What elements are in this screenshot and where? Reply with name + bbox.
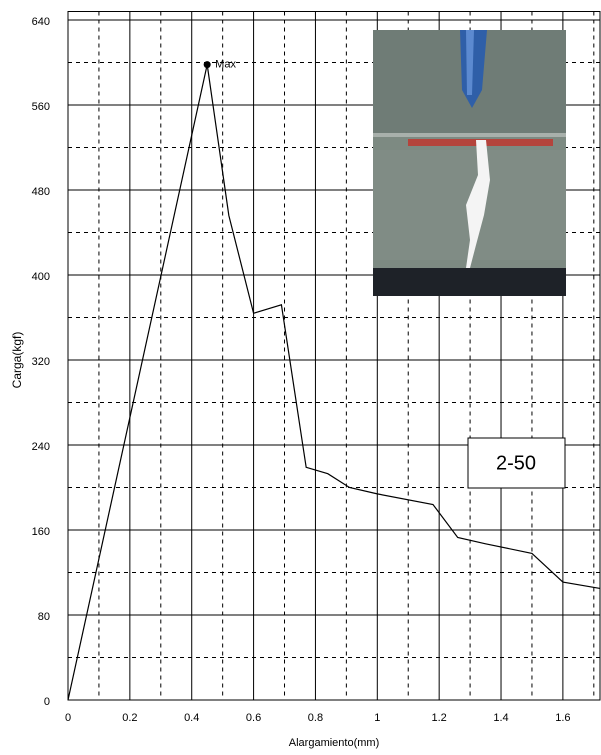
y-tick-label: 320 bbox=[32, 356, 50, 368]
plot-area: 0 80 160 240 320 400 480 560 640 0 0.2 0.4 0.6 0.8 1 1.… bbox=[32, 11, 601, 724]
y-tick-label: 0 bbox=[44, 696, 50, 708]
y-tick-label: 480 bbox=[32, 186, 50, 198]
plot-frame bbox=[67, 11, 601, 701]
y-tick-label: 80 bbox=[38, 611, 50, 623]
max-label: Max bbox=[215, 59, 236, 71]
y-tick-label: 560 bbox=[32, 101, 50, 113]
x-tick-label: 0.4 bbox=[184, 712, 199, 724]
max-point bbox=[203, 61, 211, 69]
y-axis-label: Carga(kgf) bbox=[10, 332, 24, 389]
y-tick-label: 640 bbox=[32, 16, 50, 28]
x-tick-label: 0 bbox=[65, 712, 71, 724]
inset-label: 2-50 bbox=[496, 452, 536, 474]
x-axis-label: Alargamiento(mm) bbox=[289, 737, 379, 749]
y-tick-label: 400 bbox=[32, 271, 50, 283]
y-tick-label: 240 bbox=[32, 441, 50, 453]
y-tick-label: 160 bbox=[32, 526, 50, 538]
x-tick-label: 0.8 bbox=[308, 712, 323, 724]
x-tick-label: 1.2 bbox=[432, 712, 447, 724]
x-tick-label: 1.6 bbox=[555, 712, 570, 724]
x-tick-label: 0.6 bbox=[246, 712, 261, 724]
data-line bbox=[67, 64, 601, 701]
x-tick-label: 1.4 bbox=[493, 712, 508, 724]
x-tick-label: 0.2 bbox=[122, 712, 137, 724]
x-tick-label: 1 bbox=[374, 712, 380, 724]
inset-photo bbox=[373, 30, 566, 296]
inset-label-box bbox=[467, 437, 566, 489]
